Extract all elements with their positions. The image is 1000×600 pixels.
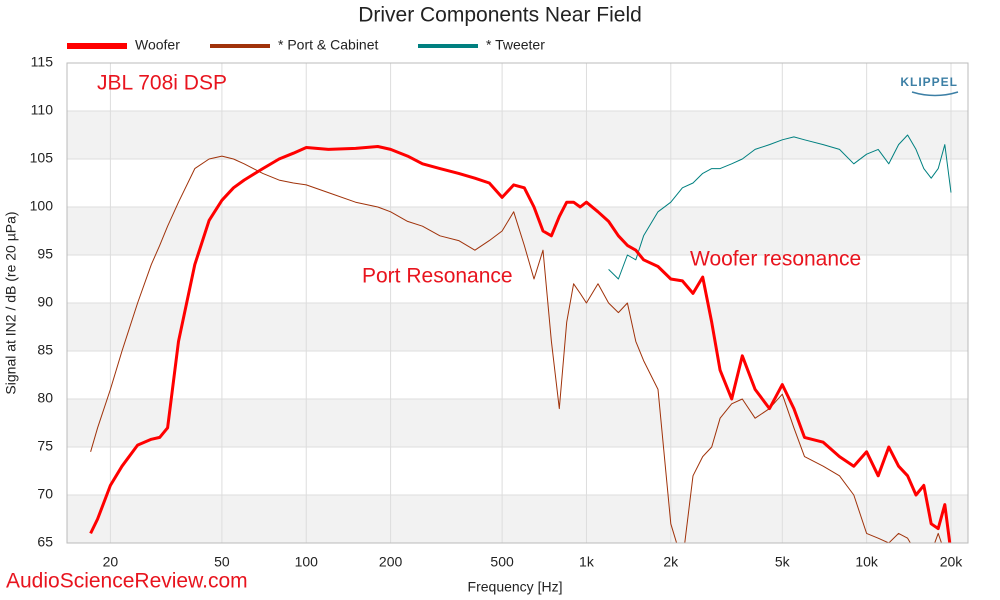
bands bbox=[67, 111, 968, 543]
x-axis-label: Frequency [Hz] bbox=[468, 579, 563, 595]
y-tick-label: 65 bbox=[37, 534, 53, 550]
y-tick-label: 100 bbox=[30, 198, 54, 214]
legend-label: * Port & Cabinet bbox=[278, 37, 378, 53]
series-line bbox=[89, 145, 952, 543]
series-line bbox=[608, 134, 952, 280]
series-line bbox=[90, 155, 943, 543]
grid-band bbox=[67, 399, 968, 447]
x-tick-label: 200 bbox=[379, 554, 403, 570]
x-tick-label: 10k bbox=[855, 554, 879, 570]
grid-band bbox=[67, 495, 968, 543]
x-tick-label: 100 bbox=[295, 554, 319, 570]
y-tick-label: 80 bbox=[37, 390, 53, 406]
x-tick-label: 20 bbox=[103, 554, 119, 570]
annotation: Port Resonance bbox=[362, 265, 513, 288]
x-tick-label: 5k bbox=[775, 554, 791, 570]
x-tick-label: 500 bbox=[490, 554, 514, 570]
y-tick-label: 110 bbox=[31, 102, 54, 118]
y-tick-label: 75 bbox=[37, 438, 53, 454]
y-tick-label: 70 bbox=[37, 486, 53, 502]
y-tick-label: 115 bbox=[31, 54, 54, 70]
y-tick-label: 90 bbox=[37, 294, 53, 310]
y-tick-label: 95 bbox=[37, 246, 53, 262]
grid-band bbox=[67, 303, 968, 351]
y-tick-label: 105 bbox=[30, 150, 54, 166]
annotation: Woofer resonance bbox=[690, 248, 861, 271]
annotation: JBL 708i DSP bbox=[97, 72, 227, 95]
x-tick-label: 2k bbox=[663, 554, 679, 570]
logo-arc bbox=[911, 91, 959, 97]
legend-label: * Tweeter bbox=[486, 37, 545, 53]
x-tick-label: 20k bbox=[940, 554, 964, 570]
y-tick-label: 85 bbox=[37, 342, 53, 358]
lines bbox=[89, 134, 952, 543]
y-axis-label: Signal at IN2 / dB (re 20 µPa) bbox=[3, 211, 19, 394]
grid-band bbox=[67, 207, 968, 255]
legend-label: Woofer bbox=[135, 37, 180, 53]
plot-frame bbox=[66, 62, 969, 544]
grid-band bbox=[67, 111, 968, 159]
logo: KLIPPEL bbox=[900, 75, 958, 89]
x-tick-label: 50 bbox=[214, 554, 230, 570]
chart-title: Driver Components Near Field bbox=[358, 4, 642, 27]
x-tick-label: 1k bbox=[579, 554, 595, 570]
legend: Woofer * Port & Cabinet * Tweeter bbox=[67, 37, 545, 53]
watermark: AudioScienceReview.com bbox=[6, 570, 248, 593]
